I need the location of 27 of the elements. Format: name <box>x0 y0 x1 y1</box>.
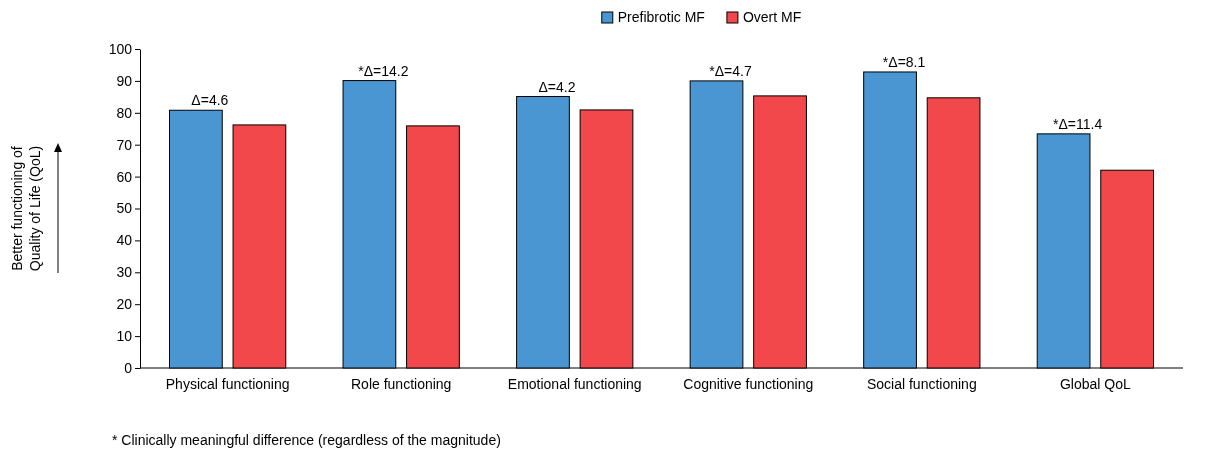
x-tick-label: Global QoL <box>1059 376 1131 393</box>
annotation: Δ=4.2 <box>538 78 576 95</box>
y-tick-label: 80 <box>116 104 133 121</box>
annotation: Δ=4.6 <box>191 92 229 109</box>
y-tick-label: 50 <box>116 200 133 217</box>
x-tick-label: Social functioning <box>866 376 977 393</box>
x-tick-label: Role functioning <box>350 376 452 393</box>
y-tick-label: 60 <box>116 168 133 185</box>
x-tick-label: Emotional functioning <box>507 376 642 393</box>
y-tick-label: 10 <box>116 328 133 345</box>
y-tick-label: 20 <box>116 296 133 313</box>
annotation: *Δ=4.7 <box>709 62 752 79</box>
y-tick-label: 40 <box>116 232 133 249</box>
annotation: *Δ=8.1 <box>882 53 926 70</box>
annotation: *Δ=11.4 <box>1053 115 1103 132</box>
y-tick-label: 30 <box>116 264 133 281</box>
x-tick-label: Physical functioning <box>165 376 290 393</box>
y-axis-title: Better functioning of Quality of Life (QoL) <box>9 145 43 272</box>
y-tick-label: 70 <box>116 136 133 153</box>
legend-label: Prefibrotic MF <box>617 9 705 25</box>
y-tick-label: 0 <box>124 359 133 376</box>
legend-label: Overt MF <box>742 9 802 25</box>
y-tick-label: 100 <box>108 40 133 57</box>
y-tick-label: 90 <box>116 72 133 89</box>
x-tick-label: Cognitive functioning <box>683 376 814 393</box>
annotation: *Δ=14.2 <box>358 62 409 79</box>
text: * Clinically meaningful difference (regardless of the magnitude) <box>112 432 501 448</box>
